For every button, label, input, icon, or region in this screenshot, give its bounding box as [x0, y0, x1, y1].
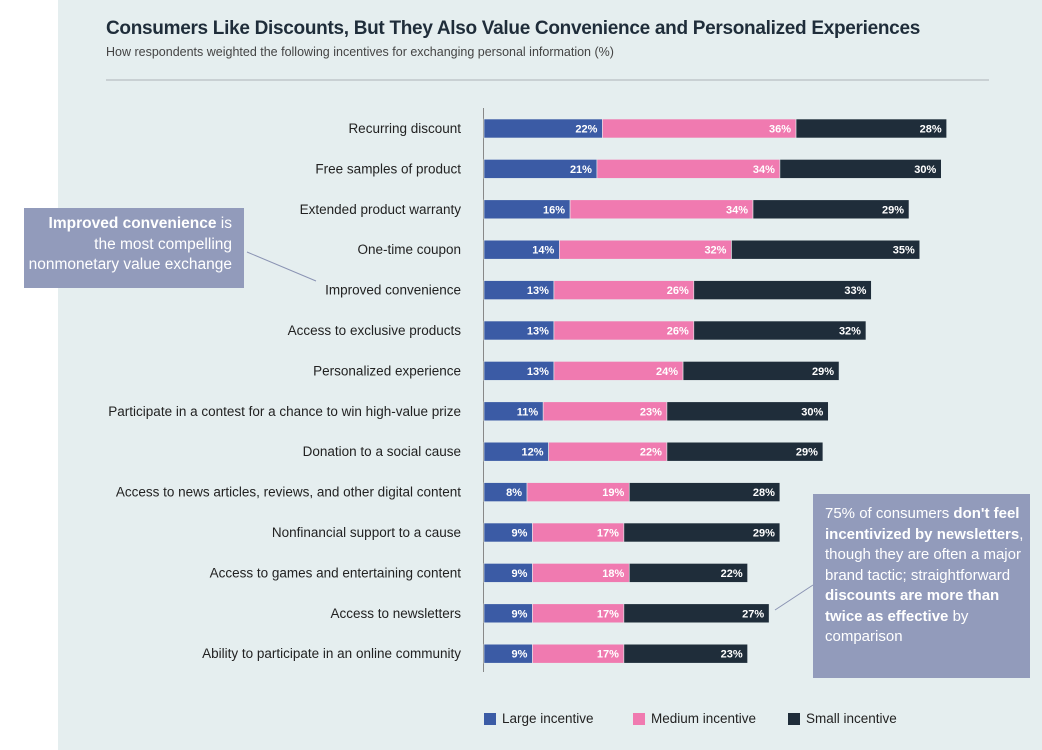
- data-label: 34%: [726, 204, 748, 216]
- data-label: 29%: [796, 447, 818, 459]
- data-label: 33%: [844, 285, 866, 297]
- bar-segment: [752, 199, 910, 220]
- callout-text: don't feel incentivized by newsletters: [825, 505, 1020, 543]
- data-label: 17%: [597, 608, 619, 620]
- category-label: Donation to a social cause: [303, 444, 461, 459]
- bar-segment: [795, 118, 947, 139]
- data-label: 16%: [543, 204, 565, 216]
- data-label: 8%: [506, 487, 522, 499]
- data-label: 23%: [640, 406, 662, 418]
- category-label: Ability to participate in an online comm…: [202, 646, 461, 661]
- legend-label: Small incentive: [806, 711, 897, 726]
- category-label: Improved convenience: [325, 283, 461, 298]
- data-label: 19%: [602, 487, 624, 499]
- data-label: 18%: [602, 568, 624, 580]
- legend-small: Small incentive: [788, 711, 897, 726]
- data-label: 29%: [812, 366, 834, 378]
- category-label: Free samples of product: [315, 161, 461, 176]
- data-label: 9%: [512, 528, 528, 540]
- callout-connector: [246, 251, 317, 282]
- category-label: Personalized experience: [313, 363, 461, 378]
- callout-convenience: Improved convenience is the most compell…: [24, 208, 244, 288]
- data-label: 27%: [742, 608, 764, 620]
- data-label: 21%: [570, 164, 592, 176]
- bar-segment: [682, 361, 840, 381]
- category-label: Access to news articles, reviews, and ot…: [116, 485, 461, 500]
- callout-text: Improved convenience: [48, 215, 217, 232]
- data-label: 22%: [575, 124, 597, 136]
- data-label: 28%: [753, 487, 775, 499]
- data-label: 17%: [597, 528, 619, 540]
- category-label: Recurring discount: [348, 121, 461, 136]
- data-label: 13%: [527, 326, 549, 338]
- category-label: Access to games and entertaining content: [210, 565, 462, 580]
- data-label: 22%: [721, 568, 743, 580]
- data-label: 9%: [512, 649, 528, 661]
- category-label: Nonfinancial support to a cause: [272, 525, 461, 540]
- data-label: 26%: [667, 326, 689, 338]
- callout-text: discounts are more than twice as effecti…: [825, 587, 1000, 625]
- bar-segment: [779, 159, 942, 179]
- bar-segment: [693, 320, 867, 341]
- data-label: 22%: [640, 447, 662, 459]
- bar-segment: [666, 441, 824, 462]
- bar-segment: [602, 118, 797, 139]
- data-label: 17%: [597, 649, 619, 661]
- data-label: 13%: [527, 285, 549, 297]
- callout-text: is the most compelling nonmonetary value…: [28, 215, 232, 273]
- data-label: 29%: [753, 528, 775, 540]
- bar-segment: [666, 401, 829, 422]
- category-label: One-time coupon: [357, 242, 461, 257]
- divider: [106, 79, 989, 81]
- legend-label: Medium incentive: [651, 711, 757, 726]
- data-label: 24%: [656, 366, 678, 378]
- data-label: 12%: [522, 447, 544, 459]
- callout-text: , though they are often a major brand ta…: [825, 525, 1024, 584]
- legend-swatch: [484, 712, 496, 725]
- data-label: 28%: [920, 124, 942, 136]
- legend-medium: Medium incentive: [633, 711, 756, 726]
- data-label: 35%: [893, 245, 915, 257]
- data-label: 26%: [667, 285, 689, 297]
- data-label: 30%: [801, 406, 823, 418]
- callout-newsletters: 75% of consumers don't feel incentivized…: [813, 494, 1030, 678]
- bar-segment: [623, 643, 748, 664]
- legend-swatch: [788, 712, 800, 725]
- legend-swatch: [633, 712, 645, 725]
- chart-subtitle: How respondents weighted the following i…: [106, 45, 614, 59]
- data-label: 34%: [753, 164, 775, 176]
- data-label: 29%: [882, 204, 904, 216]
- bar-segment: [628, 563, 748, 583]
- data-label: 36%: [769, 124, 791, 136]
- legend-label: Large incentive: [502, 711, 594, 726]
- data-label: 9%: [512, 568, 528, 580]
- category-label: Participate in a contest for a chance to…: [108, 404, 461, 419]
- bar-segment: [623, 522, 781, 543]
- callout-text: 75% of consumers: [825, 505, 954, 522]
- data-label: 11%: [517, 406, 539, 418]
- data-label: 32%: [839, 326, 861, 338]
- data-label: 32%: [704, 245, 726, 257]
- category-label: Extended product warranty: [300, 202, 462, 217]
- bar-segment: [628, 482, 781, 502]
- category-label: Access to exclusive products: [288, 323, 462, 338]
- callout-connector: [774, 584, 814, 611]
- bar-segment: [623, 603, 770, 624]
- data-label: 23%: [721, 649, 743, 661]
- bar-segment: [693, 280, 872, 300]
- data-label: 14%: [532, 245, 554, 257]
- chart-title: Consumers Like Discounts, But They Also …: [106, 18, 920, 39]
- data-label: 13%: [527, 366, 549, 378]
- bar-segment: [731, 239, 921, 260]
- category-label: Access to newsletters: [330, 606, 461, 621]
- legend-large: Large incentive: [484, 711, 594, 726]
- data-label: 30%: [914, 164, 936, 176]
- callout-text: by comparison: [825, 607, 969, 646]
- data-label: 9%: [512, 608, 528, 620]
